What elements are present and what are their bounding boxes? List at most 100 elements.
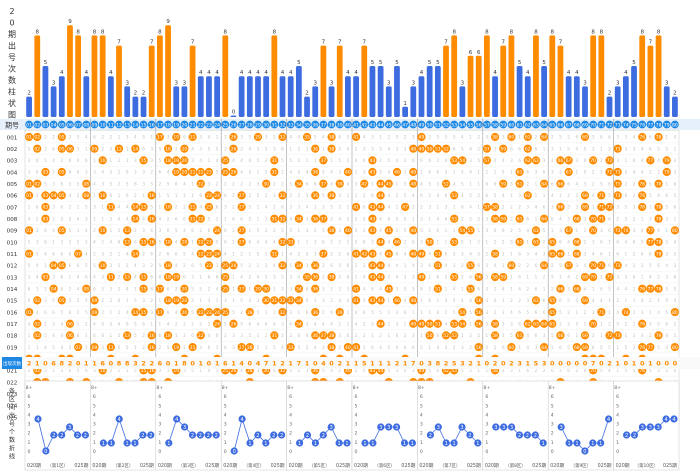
miss-count: 2 — [494, 310, 497, 315]
header-number-label: 16 — [149, 122, 155, 128]
miss-count: 5 — [625, 345, 628, 350]
miss-count: 1 — [551, 228, 554, 233]
miss-count: 6 — [69, 170, 72, 175]
bar — [26, 96, 32, 117]
zone-sparkline-frame — [24, 380, 91, 471]
miss-count: 4 — [461, 193, 464, 198]
drawn-number-ball — [425, 144, 434, 153]
miss-count: 3 — [412, 275, 415, 280]
miss-count: 1 — [265, 251, 268, 256]
zone-point-label: 3 — [395, 425, 398, 431]
drawn-number-ball — [188, 214, 197, 223]
bar-value-label: 3 — [330, 80, 334, 86]
miss-count: 6 — [633, 240, 636, 245]
drawn-number-label: 26 — [231, 135, 237, 141]
spark-x-label-end: 025期 — [401, 463, 415, 469]
drawn-number-label: 46 — [394, 240, 400, 246]
zone-point-label: 0 — [233, 449, 236, 455]
miss-count: 6 — [85, 158, 88, 163]
miss-count: 3 — [396, 286, 399, 291]
miss-count: 2 — [608, 146, 611, 151]
zone-point-label: 3 — [437, 425, 440, 431]
header-number-label: 24 — [214, 122, 220, 128]
header-number-ball — [401, 120, 410, 129]
bar-value-label: 2 — [608, 91, 612, 97]
spark-y-label: 2 — [355, 431, 358, 437]
drawn-number-label: 76 — [639, 321, 645, 327]
zone-point-label: 2 — [322, 433, 325, 439]
drawn-number-label: 62 — [525, 193, 531, 199]
drawn-number-ball — [613, 167, 622, 177]
miss-count: 6 — [208, 275, 211, 280]
bar-value-label: 4 — [624, 70, 628, 76]
miss-count: 5 — [461, 181, 464, 186]
header-number-label: 61 — [517, 122, 523, 128]
period-label: 008 — [7, 217, 18, 223]
drawn-number-label: 51 — [435, 263, 441, 269]
miss-count: 5 — [322, 193, 325, 198]
miss-count: 4 — [567, 240, 570, 245]
miss-count: 2 — [265, 333, 268, 338]
miss-count: 6 — [191, 263, 194, 268]
miss-count: 4 — [281, 345, 284, 350]
miss-count: 5 — [567, 146, 570, 151]
miss-count: 1 — [257, 216, 260, 221]
column-count: 0 — [166, 360, 171, 368]
drawn-number-label: 20 — [182, 146, 188, 152]
miss-count: 6 — [412, 345, 415, 350]
drawn-number-label: 58 — [492, 251, 498, 257]
bar-value-label: 5 — [44, 60, 48, 66]
drawn-number-ball — [163, 156, 173, 165]
drawn-number-label: 77 — [648, 228, 654, 234]
header-number-label: 02 — [34, 122, 40, 128]
drawn-number-label: 69 — [582, 345, 588, 351]
bar-value-label: 7 — [363, 40, 367, 46]
miss-count: 2 — [248, 275, 251, 280]
miss-count: 1 — [134, 345, 137, 350]
drawn-number-ball — [613, 226, 622, 235]
miss-count: 3 — [77, 146, 80, 151]
miss-count: 1 — [101, 216, 104, 221]
drawn-number-label: 05 — [59, 135, 65, 141]
miss-count: 6 — [60, 251, 63, 256]
bar — [410, 86, 417, 117]
miss-count: 5 — [600, 345, 603, 350]
miss-count: 4 — [616, 310, 619, 315]
drawn-number-ball — [237, 202, 246, 212]
miss-count: 5 — [52, 298, 55, 303]
miss-count: 3 — [363, 146, 366, 151]
miss-count: 5 — [567, 298, 570, 303]
miss-count: 1 — [191, 193, 194, 198]
spark-y-label: 0 — [289, 449, 292, 455]
bar — [647, 45, 654, 117]
miss-count: 1 — [232, 240, 235, 245]
column-count: 1 — [288, 360, 293, 368]
spark-y-label: 3 — [616, 422, 619, 428]
miss-count: 3 — [404, 275, 407, 280]
drawn-number-label: 05 — [59, 298, 65, 304]
drawn-number-label: 73 — [615, 193, 621, 199]
spark-y-label: 4 — [420, 412, 423, 418]
miss-count: 1 — [420, 170, 423, 175]
header-number-label: 43 — [370, 122, 376, 128]
bar — [516, 66, 523, 117]
zone-point-label: 1 — [476, 441, 479, 447]
bar — [157, 35, 163, 117]
drawn-number-label: 63 — [533, 240, 539, 246]
spark-y-label: 6 — [485, 394, 488, 400]
zone-point-label: 2 — [468, 433, 471, 439]
miss-count: 3 — [60, 240, 63, 245]
drawn-number-label: 58 — [492, 216, 498, 222]
miss-count: 1 — [600, 333, 603, 338]
bar-value-label: 4 — [215, 70, 219, 76]
column-count: 0 — [76, 360, 81, 368]
miss-count: 6 — [396, 251, 399, 256]
spark-y-label: 6 — [616, 394, 619, 400]
drawn-number-ball — [180, 237, 189, 247]
spark-y-label: 2 — [28, 431, 31, 437]
drawn-number-ball — [319, 179, 328, 188]
bar — [345, 76, 351, 117]
miss-count: 6 — [248, 321, 251, 326]
drawn-number-label: 71 — [598, 205, 604, 211]
